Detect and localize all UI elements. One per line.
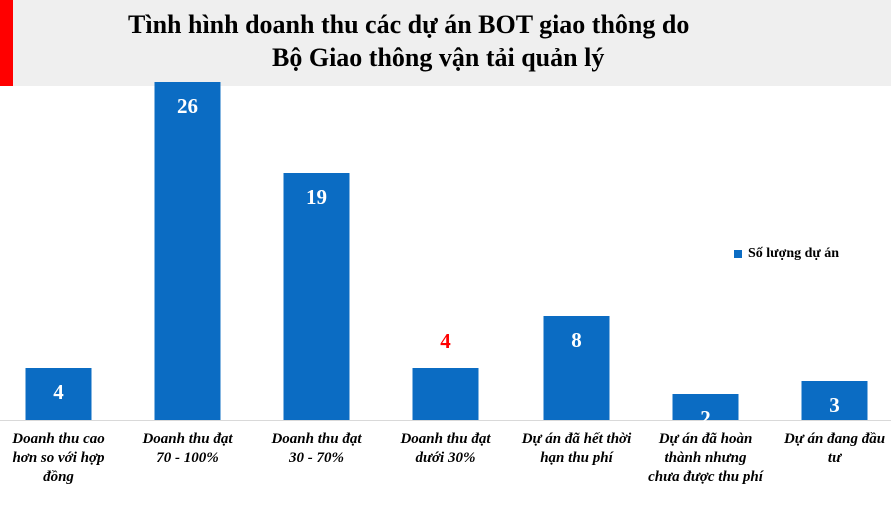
category-label-line: dưới 30% (415, 450, 476, 466)
category-label-line: Doanh thu cao (12, 431, 105, 447)
title-band (0, 0, 891, 86)
category-label-line: đồng (43, 469, 74, 485)
category-label-2: Doanh thu đạt 70 - 100% (124, 430, 252, 468)
bar-5 (543, 316, 610, 420)
category-label-line: 30 - 70% (289, 450, 344, 466)
bar-7 (801, 381, 868, 420)
data-label-6: 2 (700, 406, 711, 430)
bar-2 (154, 82, 221, 420)
data-label-5: 8 (571, 328, 582, 352)
bar-1 (25, 368, 92, 420)
category-label-line: hạn thu phí (540, 450, 613, 466)
bar-6 (672, 394, 739, 420)
category-label-line: chưa được thu phí (648, 469, 763, 485)
category-label-4: Doanh thu đạt dưới 30% (382, 430, 510, 468)
category-label-line: tư (827, 450, 842, 466)
chart-title-line-2: Bộ Giao thông vận tải quản lý (272, 43, 605, 72)
category-label-line: Doanh thu đạt (400, 431, 491, 447)
chart-title-line-1: Tình hình doanh thu các dự án BOT giao t… (128, 10, 690, 39)
data-label-2: 26 (177, 94, 198, 118)
data-label-7: 3 (829, 393, 840, 417)
data-label-4: 4 (440, 329, 451, 353)
chart-title: Tình hình doanh thu các dự án BOT giao t… (20, 8, 860, 74)
data-label-1: 4 (53, 380, 64, 404)
bar-4 (412, 368, 479, 420)
category-label-3: Doanh thu đạt 30 - 70% (253, 430, 381, 468)
legend-label: Số lượng dự án (748, 246, 840, 261)
accent-bar (0, 0, 13, 86)
category-label-line: Dự án đã hoàn (658, 431, 753, 447)
category-label-5: Dự án đã hết thời hạn thu phí (513, 430, 641, 468)
category-label-line: thành nhưng (664, 450, 747, 466)
category-label-line: hơn so với hợp (12, 450, 105, 466)
legend-swatch (734, 250, 742, 258)
data-label-3: 19 (306, 185, 327, 209)
category-label-1: Doanh thu cao hơn so với hợp đồng (0, 430, 123, 487)
category-label-line: Dự án đang đầu (783, 431, 886, 447)
category-label-line: Doanh thu đạt (142, 431, 233, 447)
category-label-6: Dự án đã hoàn thành nhưng chưa được thu ph… (642, 430, 770, 487)
bar-3 (283, 173, 350, 420)
category-label-line: Dự án đã hết thời (521, 431, 632, 447)
legend: Số lượng dự án (734, 246, 839, 262)
category-label-7: Dự án đang đầu tư (771, 430, 891, 468)
category-label-line: Doanh thu đạt (271, 431, 362, 447)
category-label-line: 70 - 100% (156, 450, 219, 466)
